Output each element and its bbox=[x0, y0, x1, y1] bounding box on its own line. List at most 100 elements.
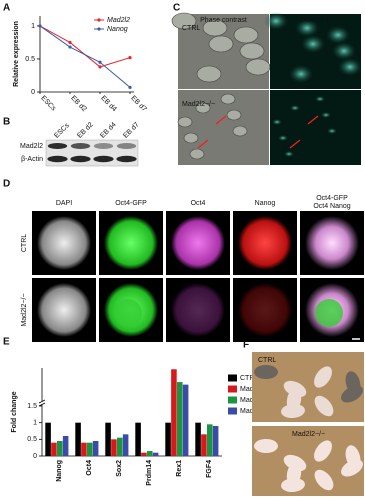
colony bbox=[295, 19, 319, 37]
colony bbox=[232, 125, 248, 137]
panel-label: E bbox=[3, 337, 10, 348]
y-axis-label: Fold change bbox=[11, 391, 18, 432]
y-tick-label: 1.5 bbox=[27, 403, 37, 410]
colony bbox=[301, 35, 325, 53]
lane-label: EB d7 bbox=[122, 121, 141, 140]
row-label: CTRL bbox=[258, 357, 276, 364]
mouse bbox=[314, 440, 332, 462]
data-point bbox=[68, 45, 72, 49]
colony bbox=[272, 119, 282, 125]
colony bbox=[208, 35, 234, 53]
bar bbox=[165, 422, 171, 456]
colony bbox=[315, 96, 325, 102]
x-tick-label: EB d4 bbox=[99, 95, 118, 114]
axis-break bbox=[38, 402, 46, 407]
y-axis-label: Relative expression bbox=[13, 21, 20, 87]
panel-label: C bbox=[173, 3, 180, 14]
legend-label: Nanog bbox=[107, 26, 128, 33]
row-label: Mad2l2−/− bbox=[182, 101, 215, 108]
bar bbox=[177, 382, 183, 456]
mouse bbox=[314, 469, 334, 491]
column-title: Oct4-GFP bbox=[316, 195, 348, 202]
legend-swatch bbox=[228, 396, 237, 404]
colony bbox=[171, 216, 225, 270]
x-tick-label: EB d7 bbox=[129, 95, 148, 114]
bar bbox=[111, 439, 117, 456]
bar bbox=[207, 424, 213, 456]
data-point bbox=[128, 85, 132, 89]
data-point bbox=[128, 56, 132, 60]
mouse bbox=[314, 366, 332, 388]
colony-core bbox=[315, 299, 343, 327]
colony bbox=[171, 283, 225, 337]
bar bbox=[45, 422, 51, 456]
band bbox=[47, 155, 68, 163]
photo bbox=[252, 426, 364, 496]
colony bbox=[37, 283, 91, 337]
band bbox=[116, 155, 137, 163]
mouse bbox=[341, 385, 363, 403]
colony bbox=[37, 216, 91, 270]
column-title: DAPI bbox=[56, 200, 72, 207]
x-tick-label: ESCs bbox=[39, 95, 57, 113]
bar bbox=[105, 422, 111, 456]
bar bbox=[212, 426, 219, 456]
colony bbox=[202, 19, 228, 37]
legend-label: CTRL bbox=[240, 375, 258, 382]
legend-swatch bbox=[228, 385, 237, 393]
bar bbox=[141, 452, 147, 456]
colony bbox=[189, 148, 205, 160]
bar bbox=[117, 437, 123, 456]
bar bbox=[75, 422, 81, 456]
colony bbox=[226, 109, 242, 121]
colony bbox=[220, 93, 236, 105]
colony bbox=[290, 105, 300, 111]
axis-break bbox=[38, 399, 46, 404]
colony bbox=[326, 26, 350, 44]
row-label: Mad2l2−/− bbox=[292, 431, 325, 438]
bar bbox=[87, 442, 93, 456]
bar bbox=[147, 451, 153, 456]
row-label: Mad2l2−/− bbox=[21, 293, 28, 326]
mouse bbox=[281, 403, 305, 419]
photo bbox=[252, 352, 364, 422]
image bbox=[270, 90, 361, 165]
colony bbox=[177, 116, 193, 128]
bar bbox=[62, 436, 69, 456]
colony bbox=[104, 216, 158, 270]
y-tick-label: 1 bbox=[31, 23, 35, 30]
column-title: Oct4-GFP bbox=[300, 17, 332, 24]
band bbox=[70, 155, 91, 163]
data-point bbox=[98, 60, 102, 64]
bar bbox=[122, 434, 129, 456]
x-tick-label: Oct4 bbox=[86, 460, 93, 476]
data-point bbox=[38, 24, 42, 28]
mouse bbox=[341, 459, 363, 477]
colony bbox=[183, 132, 199, 144]
lane-label: EB d4 bbox=[99, 121, 118, 140]
lane-label: EB d2 bbox=[76, 121, 95, 140]
mouse bbox=[281, 477, 305, 493]
data-line bbox=[39, 25, 131, 88]
mouse bbox=[254, 439, 278, 453]
arrow bbox=[215, 115, 227, 125]
column-title: Oct4 Nanog bbox=[313, 203, 350, 210]
column-title: Nanog bbox=[255, 200, 276, 207]
colony bbox=[284, 151, 294, 157]
colony bbox=[245, 58, 271, 76]
panel-label: B bbox=[3, 117, 10, 128]
column-title: Phase contrast bbox=[200, 17, 247, 24]
colony bbox=[305, 216, 359, 270]
bar bbox=[51, 442, 57, 456]
colony bbox=[171, 12, 197, 30]
legend-swatch bbox=[228, 374, 237, 382]
data-point bbox=[68, 40, 72, 45]
y-tick-label: 1 bbox=[33, 420, 37, 427]
colony bbox=[239, 42, 265, 60]
bar bbox=[201, 434, 207, 456]
colony bbox=[196, 65, 222, 83]
legend-label: Mad2l2 bbox=[107, 17, 130, 24]
row-label: CTRL bbox=[21, 234, 28, 252]
y-tick-label: 0.5 bbox=[25, 56, 35, 63]
bar bbox=[182, 384, 189, 456]
